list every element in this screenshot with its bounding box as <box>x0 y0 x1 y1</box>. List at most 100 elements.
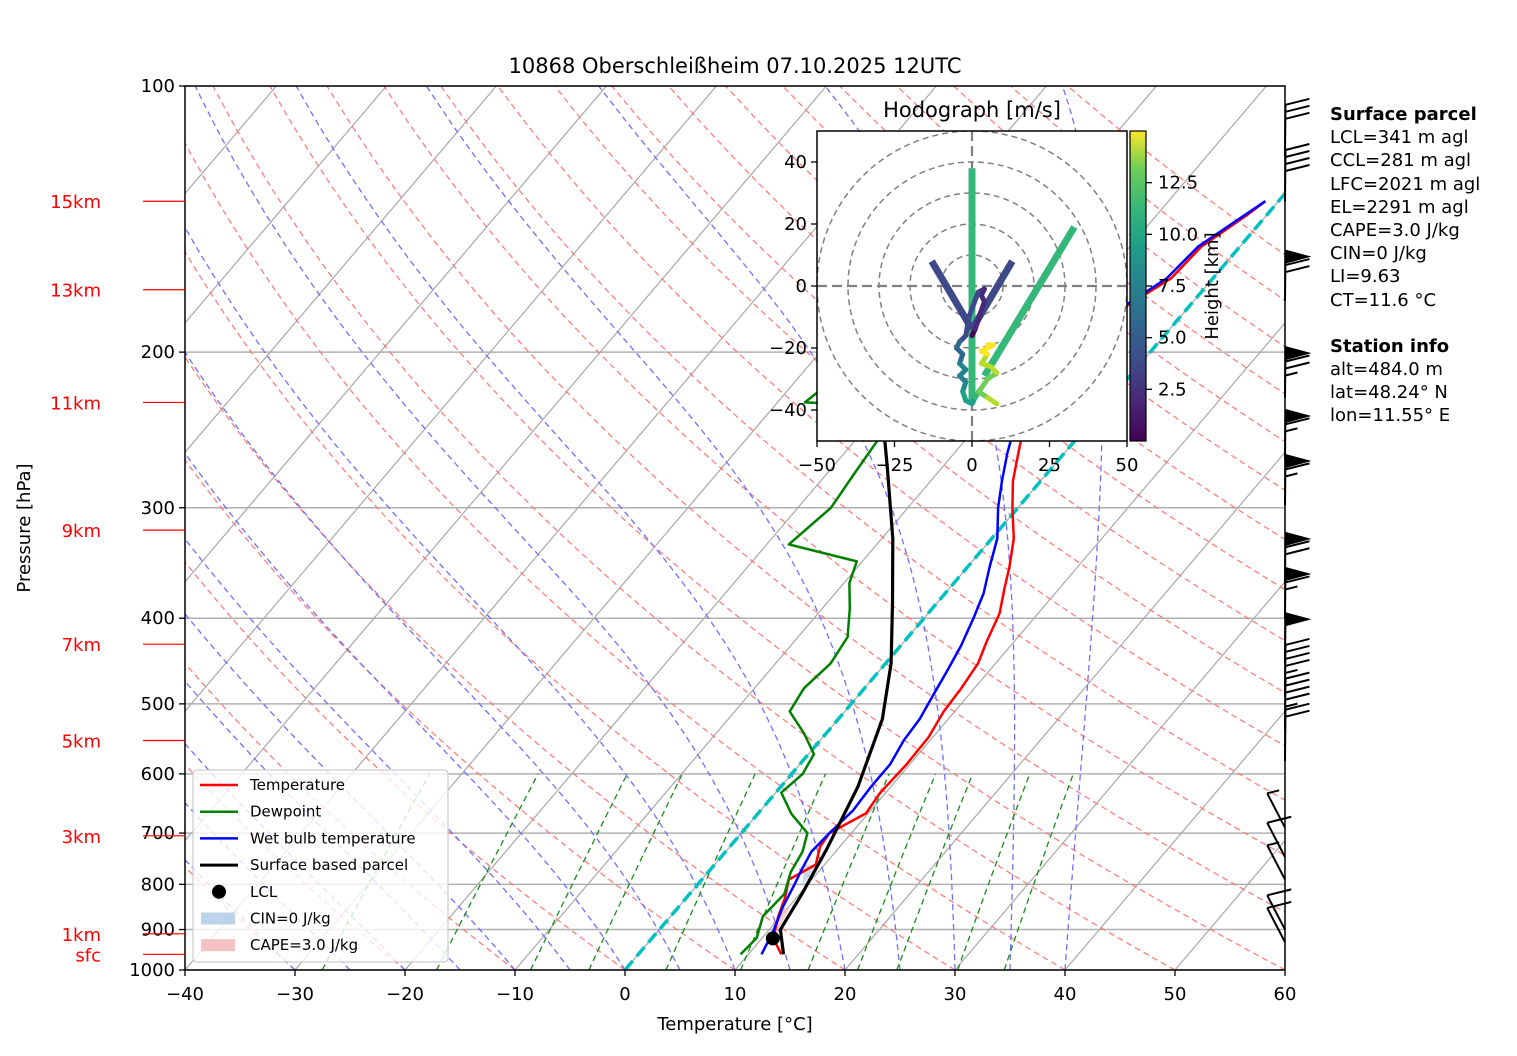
wind-barb-pennant <box>1285 453 1312 468</box>
wind-barb <box>1284 143 1310 202</box>
x-tick-label: −40 <box>166 984 204 1005</box>
x-tick-label: 0 <box>619 984 630 1005</box>
mixing-ratio-line <box>665 773 756 970</box>
wind-barb-staff <box>1266 894 1286 931</box>
isotherm-line <box>954 580 1285 970</box>
cin-value: CIN=0 J/kg <box>1330 243 1427 265</box>
wind-barb-flag <box>1266 888 1292 897</box>
mixing-ratio-line <box>856 773 937 970</box>
height-label: 15km <box>50 192 101 213</box>
legend-label: CIN=0 J/kg <box>250 910 331 928</box>
cape-value: CAPE=3.0 J/kg <box>1330 220 1460 242</box>
wind-barb-flag <box>1285 462 1310 471</box>
legend-box <box>192 769 449 963</box>
y-tick-label: 800 <box>141 874 175 895</box>
x-tick-label: −30 <box>276 984 314 1005</box>
station-altitude: alt=484.0 m <box>1330 359 1443 381</box>
wind-barb-flag <box>1285 658 1310 667</box>
hodograph-x-tick-label: −25 <box>876 455 914 476</box>
y-tick-label: 200 <box>141 342 175 363</box>
x-axis-label: Temperature [°C] <box>656 1014 812 1035</box>
wind-barb <box>1284 671 1310 730</box>
legend-marker <box>212 884 226 899</box>
hodograph-y-tick-label: 20 <box>784 214 807 235</box>
wind-barb-half-flag <box>1285 427 1298 433</box>
hodograph-x-tick-label: 0 <box>966 455 977 476</box>
wind-barb-flag <box>1285 104 1310 113</box>
el-value: EL=2291 m agl <box>1330 196 1469 218</box>
dry-adiabat-line <box>326 86 1285 913</box>
legend-label: CAPE=3.0 J/kg <box>250 936 358 954</box>
dry-adiabat-line <box>497 86 1285 747</box>
surface-parcel-heading: Surface parcel <box>1330 104 1477 125</box>
height-label: 9km <box>62 521 101 542</box>
mixing-ratio-line <box>896 773 974 970</box>
hodograph-x-tick-label: −50 <box>798 455 836 476</box>
wind-barb-half-flag <box>1285 472 1298 478</box>
wind-barb-flag <box>1285 417 1310 426</box>
x-tick-label: 40 <box>1054 984 1077 1005</box>
legend: Temperature Dewpoint Wet bulb temperature S… <box>192 769 449 963</box>
wind-barb-flag <box>1266 815 1292 824</box>
lcl-value: LCL=341 m agl <box>1330 127 1469 149</box>
y-tick-label: 700 <box>141 823 175 844</box>
isotherm-line <box>844 451 1285 970</box>
wind-barb <box>1284 97 1310 157</box>
station-longitude: lon=11.55° E <box>1330 405 1451 427</box>
wind-barb-staff <box>1266 907 1286 943</box>
isotherm-line <box>1064 710 1285 970</box>
ct-value: CT=11.6 °C <box>1330 289 1437 311</box>
wind-barb-flag <box>1285 709 1310 718</box>
wind-barb-pennant <box>1285 612 1312 627</box>
moist-adiabat-line <box>185 226 736 970</box>
x-axis: −40 −30 −20 −10 0 10 20 30 40 50 60 <box>166 970 1296 1005</box>
y-tick-label: 100 <box>141 76 175 97</box>
y-tick-label: 500 <box>141 694 175 715</box>
wind-barb-flag <box>1285 258 1310 267</box>
height-label: 5km <box>62 731 101 752</box>
height-label: sfc <box>75 945 101 966</box>
wind-barb <box>1284 453 1312 506</box>
wind-barb-flag <box>1285 361 1310 370</box>
y-tick-label: 1000 <box>129 960 175 981</box>
wind-barb <box>1266 900 1292 943</box>
zero-isotherm-line <box>623 190 1285 970</box>
ccl-value: CCL=281 m agl <box>1330 150 1472 172</box>
x-tick-label: 50 <box>1164 984 1187 1005</box>
wind-barb-flag <box>1285 651 1310 660</box>
dry-adiabat-line <box>185 459 736 970</box>
mixing-ratio-line <box>807 773 890 970</box>
colorbar-tick-label: 2.5 <box>1158 379 1187 400</box>
wind-barb-flag <box>1285 637 1310 646</box>
wind-barb-flag <box>1285 702 1310 711</box>
wind-barb-flag <box>1285 111 1310 120</box>
moist-adiabat-line <box>185 612 516 970</box>
wind-barb <box>1266 815 1292 858</box>
wind-barb-flag <box>1285 644 1310 653</box>
mixing-ratio-line <box>436 773 539 970</box>
wind-barb-flag <box>1285 575 1310 584</box>
hodograph-x-tick-label: 25 <box>1038 455 1061 476</box>
x-tick-label: 20 <box>834 984 857 1005</box>
hodograph-y-tick-label: −40 <box>769 400 807 421</box>
wind-barb-flag <box>1285 157 1310 165</box>
colorbar-tick-label: 10.0 <box>1158 224 1198 245</box>
isotherm-line <box>734 322 1285 970</box>
hodograph-trace-segment <box>966 289 981 320</box>
wind-barb <box>1284 408 1312 461</box>
wind-barb-half-flag <box>1285 585 1298 591</box>
y-tick-label: 900 <box>141 920 175 941</box>
wind-barb-staff <box>1266 822 1286 858</box>
wind-barb-flag <box>1285 265 1310 274</box>
dry-adiabat-line <box>185 355 846 970</box>
height-label: 3km <box>62 827 101 848</box>
wind-barb <box>1284 249 1312 301</box>
wind-barb-half-flag <box>1285 668 1298 674</box>
mixing-ratio-line <box>740 773 827 970</box>
station-info-heading: Station info <box>1330 335 1450 357</box>
y-axis: 100 200 300 400 500 600 700 800 900 1000 <box>129 76 185 981</box>
wind-barb <box>1284 346 1312 398</box>
x-tick-label: −10 <box>496 984 534 1005</box>
wind-barb <box>1284 567 1312 619</box>
